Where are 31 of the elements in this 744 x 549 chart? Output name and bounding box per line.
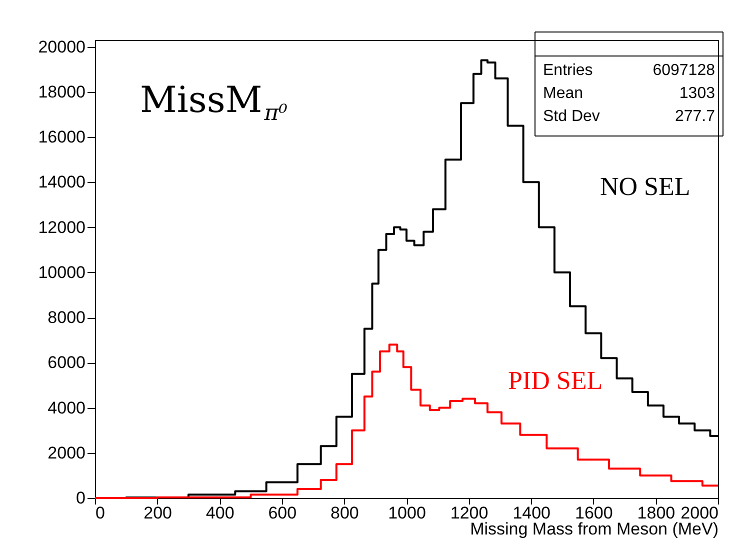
- x-tick-label: 1000: [388, 504, 426, 522]
- y-tick-label: 8000: [48, 308, 86, 328]
- x-tick-label: 1800: [637, 504, 676, 522]
- y-tick-label: 20000: [38, 37, 86, 56]
- annotation: 6097128: [652, 62, 716, 79]
- x-tick-label: 600: [268, 504, 297, 522]
- y-tick-label: 14000: [38, 172, 86, 192]
- x-tick-label: 1600: [574, 504, 613, 522]
- x-tick-label: 1400: [512, 504, 551, 522]
- y-tick-label: 0: [76, 488, 86, 508]
- x-tick-label: 800: [330, 504, 359, 522]
- series-label: PID SEL: [508, 366, 603, 395]
- x-axis-title: Missing Mass from Meson (MeV): [470, 520, 718, 538]
- x-tick-label: 400: [206, 504, 234, 522]
- y-tick-label: 16000: [38, 128, 86, 147]
- y-tick-label: 10000: [38, 262, 86, 282]
- y-tick-label: 18000: [38, 82, 86, 102]
- y-tick-label: 12000: [38, 218, 86, 237]
- y-tick-label: 2000: [48, 443, 86, 462]
- annotation: Entries: [543, 62, 593, 79]
- y-tick-label: 6000: [48, 353, 86, 372]
- annotation: Std Dev: [543, 108, 600, 125]
- annotation: 1303: [679, 85, 716, 102]
- x-tick-label: 200: [144, 504, 172, 522]
- x-tick-label: 0: [96, 504, 105, 522]
- y-tick-label: 4000: [48, 398, 86, 418]
- annotation: Mean: [543, 85, 584, 102]
- text: NO SEL: [600, 172, 690, 201]
- x-tick-label: 2000: [680, 504, 718, 522]
- x-tick-label: 1200: [450, 504, 488, 522]
- annotation: 277.7: [674, 108, 716, 125]
